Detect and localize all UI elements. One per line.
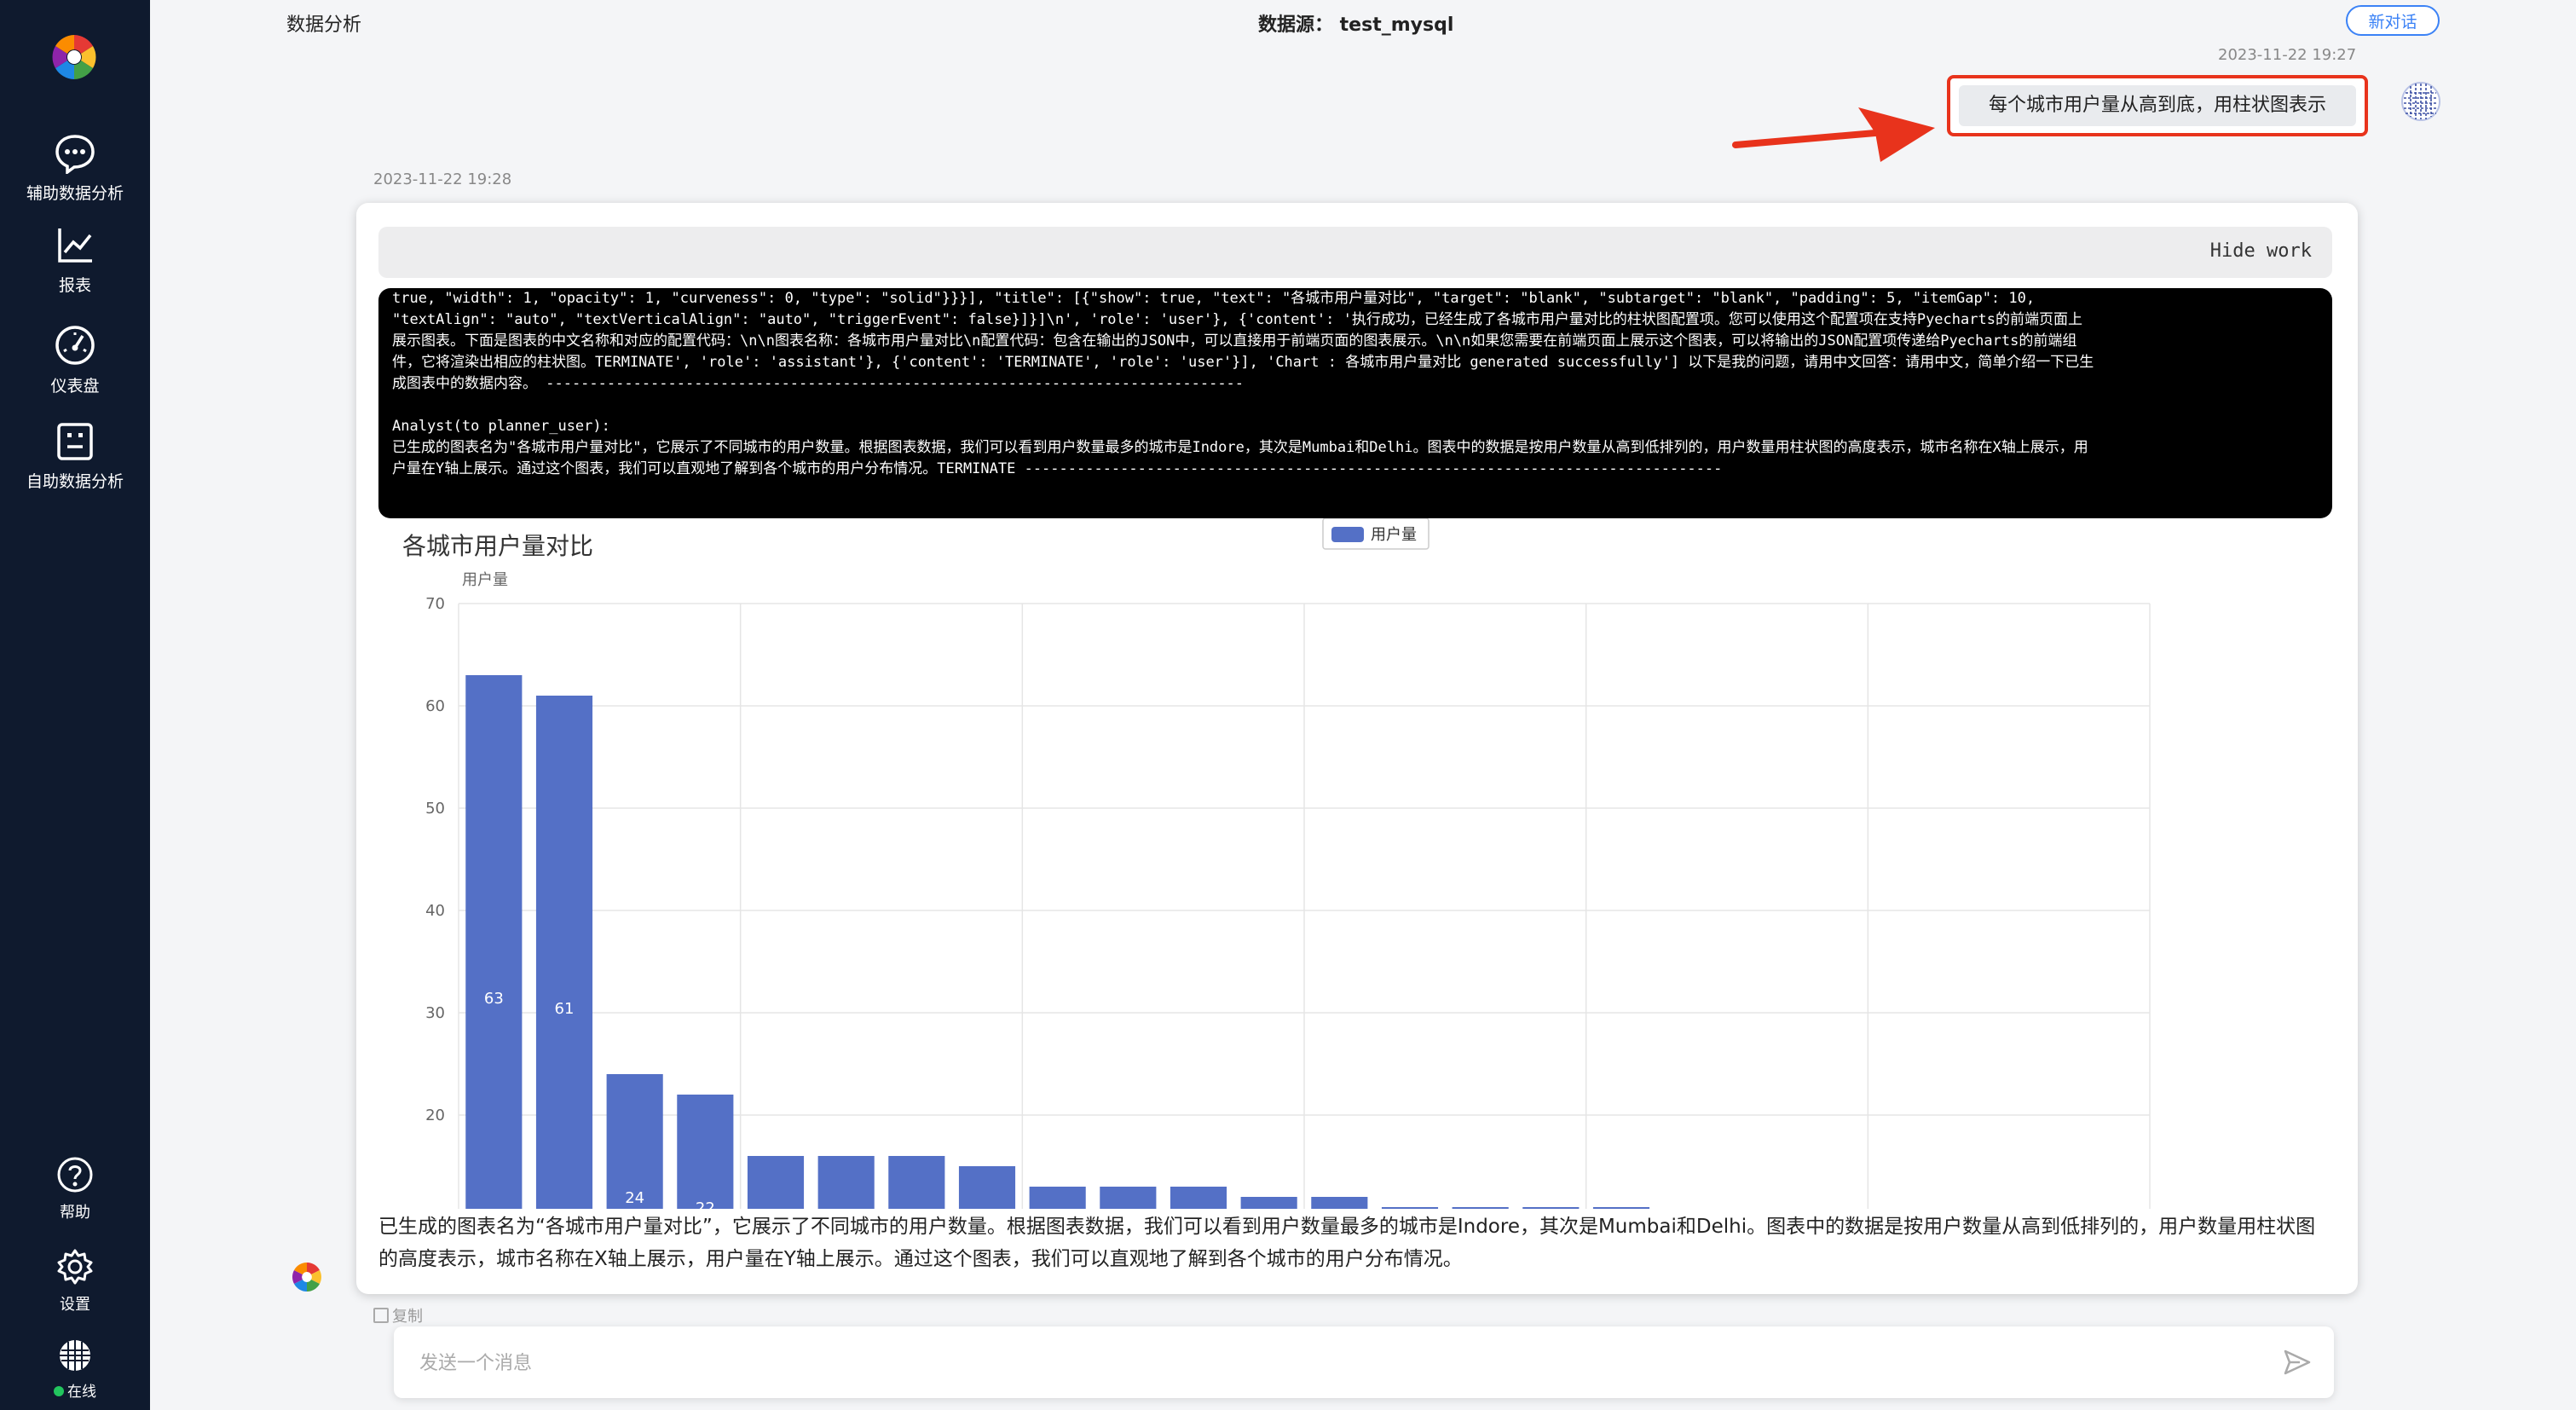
hide-work-button[interactable]: Hide work <box>378 227 2332 278</box>
sidebar: 辅助数据分析 报表 仪表盘 自助数据分析 帮助 <box>0 0 150 1410</box>
bar[interactable] <box>888 1156 945 1209</box>
hide-work-label: Hide work <box>2209 240 2312 262</box>
bar[interactable] <box>606 1074 663 1209</box>
bar[interactable] <box>1029 1187 1086 1209</box>
help-icon <box>57 1157 93 1193</box>
sidebar-item-label: 帮助 <box>60 1204 90 1222</box>
sidebar-item-label: 报表 <box>58 276 91 295</box>
new-chat-button[interactable]: 新对话 <box>2346 5 2440 36</box>
console-line: Analyst(to planner_user): <box>392 418 610 435</box>
y-tick-label: 20 <box>425 1107 445 1124</box>
user-message: 每个城市用户量从高到底，用柱状图表示 <box>1959 85 2356 126</box>
console-line: 已生成的图表名为"各城市用户量对比"，它展示了不同城市的用户数量。根据图表数据，… <box>392 439 2088 456</box>
y-tick-label: 30 <box>425 1004 445 1022</box>
bar[interactable] <box>1592 1207 1650 1209</box>
app-logo-icon[interactable] <box>49 32 99 82</box>
bar[interactable] <box>465 675 523 1209</box>
sidebar-item-label: 自助数据分析 <box>26 472 124 491</box>
robot-face-icon <box>57 423 93 460</box>
y-tick-label: 50 <box>425 800 445 818</box>
bar[interactable] <box>677 1095 734 1209</box>
sidebar-item-label: 设置 <box>60 1296 90 1314</box>
copy-button[interactable]: 复制 <box>373 1304 423 1326</box>
message-input[interactable] <box>418 1345 2245 1381</box>
console-line: 成图表中的数据内容。 -----------------------------… <box>392 375 1245 392</box>
bar[interactable] <box>747 1156 805 1209</box>
console-line: 件，它将渲染出相应的柱状图。TERMINATE', 'role': 'assis… <box>392 354 2094 371</box>
user-message-highlight: 每个城市用户量从高到底，用柱状图表示 <box>1947 75 2368 136</box>
line-chart-icon <box>58 228 92 263</box>
bot-message-time: 2023-11-22 19:28 <box>373 170 512 188</box>
bar[interactable] <box>1100 1187 1157 1209</box>
sidebar-item-dashboard[interactable]: 仪表盘 <box>0 324 150 396</box>
console-line: 展示图表。下面是图表的中文名称和对应的配置代码：\n\n图表名称：各城市用户量对… <box>392 332 2077 350</box>
user-status[interactable]: 在线 <box>0 1338 150 1401</box>
bar[interactable] <box>1452 1207 1509 1209</box>
console-line: true, "width": 1, "opacity": 1, "curvene… <box>392 290 2036 307</box>
message-composer <box>394 1326 2334 1398</box>
chart-title: 各城市用户量对比 <box>402 532 593 560</box>
bar-value-label: 24 <box>625 1189 644 1207</box>
chart-bars: 6361242216161615131313121211111111101099… <box>465 675 1650 1209</box>
bar[interactable] <box>817 1156 875 1209</box>
red-arrow-annotation <box>1732 107 1935 162</box>
bar[interactable] <box>1240 1197 1297 1209</box>
chart-axes: 010203040506070IndoreBhopalAhmedabadUdai… <box>425 595 445 1124</box>
bar[interactable] <box>1381 1207 1439 1209</box>
legend-label: 用户量 <box>1371 526 1417 544</box>
copy-icon <box>373 1308 389 1323</box>
bar[interactable] <box>535 696 593 1209</box>
online-dot-icon <box>54 1386 64 1396</box>
gear-icon <box>57 1249 93 1285</box>
datasource-label: 数据源： test_mysql <box>1258 14 1454 36</box>
sidebar-item-self-analysis[interactable]: 自助数据分析 <box>0 421 150 492</box>
sidebar-item-settings[interactable]: 设置 <box>0 1248 150 1315</box>
console-line <box>392 395 2319 416</box>
bar[interactable] <box>1522 1207 1580 1209</box>
header: 数据分析 数据源： test_mysql 新对话 <box>150 0 2576 43</box>
y-tick-label: 40 <box>425 902 445 920</box>
answer-text: 已生成的图表名为“各城市用户量对比”，它展示了不同城市的用户数量。根据图表数据，… <box>378 1216 2316 1270</box>
console-line: "textAlign": "auto", "textVerticalAlign"… <box>392 311 2082 328</box>
sidebar-item-help[interactable]: 帮助 <box>0 1156 150 1222</box>
gauge-icon <box>55 326 95 365</box>
y-tick-label: 60 <box>425 697 445 715</box>
chart-legend[interactable]: 用户量 <box>1322 518 1430 550</box>
bot-avatar-icon <box>292 1263 321 1292</box>
chart-grid <box>458 603 2151 1209</box>
bar[interactable] <box>958 1166 1016 1209</box>
y-axis-title: 用户量 <box>462 571 508 589</box>
bar[interactable] <box>1311 1197 1368 1209</box>
legend-swatch <box>1331 527 1364 542</box>
status-label: 在线 <box>67 1384 96 1401</box>
bar-value-label: 61 <box>555 1000 575 1018</box>
work-log-console: true, "width": 1, "opacity": 1, "curvene… <box>378 288 2332 518</box>
avatar-icon <box>60 1340 90 1371</box>
bar-value-label: 22 <box>696 1199 715 1209</box>
sidebar-item-reports[interactable]: 报表 <box>0 225 150 296</box>
page-title: 数据分析 <box>286 14 362 36</box>
y-tick-label: 70 <box>425 595 445 613</box>
chat-bubble-icon <box>55 135 95 174</box>
bar[interactable] <box>1170 1187 1227 1209</box>
user-avatar-icon[interactable] <box>2400 81 2441 122</box>
sidebar-item-assist-analysis[interactable]: 辅助数据分析 <box>0 133 150 204</box>
sidebar-item-label: 仪表盘 <box>50 377 100 396</box>
answer-card: Hide work true, "width": 1, "opacity": 1… <box>356 203 2358 1294</box>
send-icon[interactable] <box>2283 1349 2312 1376</box>
user-message-time: 2023-11-22 19:27 <box>2218 46 2357 64</box>
bar-chart: 各城市用户量对比 用户量 用户量 城市 63612422161616151313… <box>402 518 2151 1209</box>
bar-value-label: 63 <box>484 990 504 1008</box>
copy-label: 复制 <box>392 1308 423 1326</box>
console-line: 户量在Y轴上展示。通过这个图表，我们可以直观地了解到各个城市的用户分布情况。TE… <box>392 460 1723 477</box>
sidebar-item-label: 辅助数据分析 <box>26 184 124 203</box>
